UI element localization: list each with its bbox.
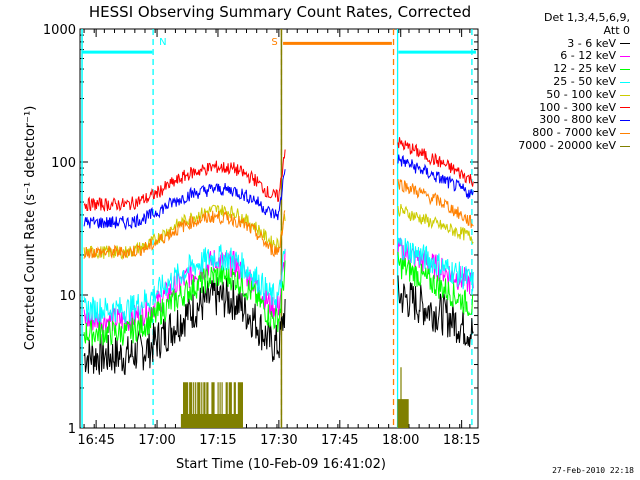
legend-swatch (620, 120, 630, 122)
legend-entry: 7000 - 20000 keV (470, 138, 630, 153)
y-tick-label-0: 1 (68, 422, 76, 437)
legend: Det 1,3,4,5,6,9, Att 0 3 - 6 keV 6 - 12 k… (470, 11, 630, 153)
series-step-8-pre (180, 382, 243, 428)
series-line-0-pre (83, 276, 286, 376)
legend-swatch (620, 133, 630, 135)
annotation-label-1: S (271, 37, 277, 48)
legend-entry: 50 - 100 keV (470, 87, 630, 102)
y-tick-label-2: 100 (51, 156, 76, 171)
x-tick-label-6: 18:15 (443, 433, 480, 448)
x-tick-label-3: 17:30 (260, 433, 297, 448)
x-tick-label-2: 17:15 (199, 433, 236, 448)
series-line-2-post (397, 251, 474, 317)
legend-swatch (620, 56, 630, 58)
series-line-0-post (397, 275, 474, 348)
series-line-4-post (397, 204, 474, 245)
legend-entry: 12 - 25 keV (470, 62, 630, 76)
legend-swatch (620, 94, 630, 96)
legend-entry: 300 - 800 keV (470, 114, 630, 127)
legend-entry: 3 - 6 keV (470, 36, 630, 51)
legend-entry: 6 - 12 keV (470, 50, 630, 63)
plot-area: 1 10 100 1000 16:45 17:00 17:15 17:30 17:45 18:00… (43, 23, 480, 448)
legend-entry: 100 - 300 keV (470, 100, 630, 115)
series-line-5-pre (83, 149, 286, 213)
legend-swatch (620, 107, 630, 109)
series-line-3-post (397, 236, 474, 292)
chart-title: HESSI Observing Summary Count Rates, Cor… (89, 3, 471, 21)
series-line-6-post (397, 154, 474, 199)
series-line-5-post (397, 137, 474, 187)
legend-label: 800 - 7000 keV (532, 126, 616, 140)
footer-date: 27-Feb-2010 22:18 (552, 466, 634, 475)
legend-label: 50 - 100 keV (546, 87, 616, 101)
legend-rows: 3 - 6 keV 6 - 12 keV 12 - 25 keV 25 - 50 ke… (470, 36, 630, 153)
legend-swatch (620, 145, 630, 147)
legend-title-line-2: Att 0 (603, 23, 630, 37)
y-axis-label: Corrected Count Rate (s⁻¹ detector⁻¹) (23, 106, 38, 351)
legend-label: 7000 - 20000 keV (518, 138, 616, 152)
legend-label: 3 - 6 keV (567, 36, 616, 50)
series-line-6-pre (83, 169, 286, 231)
x-tick-label-4: 17:45 (321, 433, 358, 448)
legend-entry: 25 - 50 keV (470, 74, 630, 89)
legend-label: 25 - 50 keV (553, 74, 616, 88)
legend-swatch (620, 81, 630, 83)
series-line-7-post (397, 179, 474, 228)
legend-entry: 800 - 7000 keV (470, 126, 630, 140)
annotation-label-0: N (159, 37, 166, 48)
x-axis-label: Start Time (10-Feb-09 16:41:02) (176, 457, 386, 472)
legend-label: 6 - 12 keV (560, 49, 616, 63)
legend-swatch (620, 69, 630, 71)
y-tick-label-3: 1000 (43, 23, 76, 38)
series-line-7-pre (83, 210, 286, 259)
legend-label: 12 - 25 keV (553, 62, 616, 76)
legend-swatch (620, 43, 630, 45)
x-tick-label-1: 17:00 (138, 433, 175, 448)
x-tick-label-5: 18:00 (382, 433, 419, 448)
series-line-3-pre (83, 244, 286, 324)
x-tick-label-0: 16:45 (77, 433, 114, 448)
axes-frame (79, 28, 479, 429)
legend-title-line-1: Det 1,3,4,5,6,9, (543, 11, 630, 24)
y-tick-label-1: 10 (59, 289, 76, 304)
legend-label: 100 - 300 keV (539, 100, 616, 114)
legend-label: 300 - 800 keV (539, 113, 616, 127)
series-step-8-post (397, 367, 409, 428)
series-line-2-pre (83, 260, 286, 346)
